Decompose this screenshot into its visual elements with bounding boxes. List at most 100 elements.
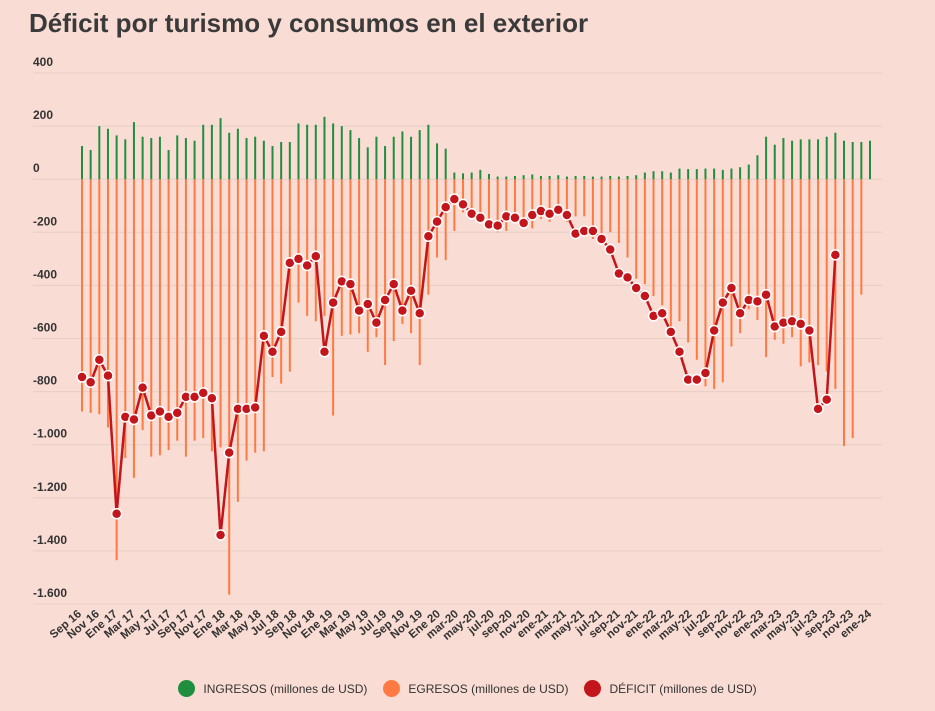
- ingresos-bar: [643, 172, 646, 180]
- egresos-bar: [150, 179, 153, 457]
- ingresos-bar: [202, 124, 205, 180]
- ingresos-bar: [557, 175, 560, 180]
- egresos-bar: [176, 179, 179, 441]
- egresos-bar: [358, 179, 361, 334]
- deficit-point: [206, 392, 218, 404]
- ingresos-bar: [869, 140, 871, 180]
- egresos-bar: [210, 179, 213, 452]
- egresos-bar: [713, 179, 716, 389]
- egresos-bar: [410, 179, 413, 334]
- ingresos-bar: [132, 122, 135, 180]
- egresos-bar: [124, 179, 127, 458]
- deficit-point: [760, 288, 772, 301]
- deficit-point: [491, 219, 504, 232]
- ingresos-bar: [522, 175, 525, 180]
- ingresos-bar: [401, 131, 404, 180]
- egresos-bar: [323, 179, 326, 316]
- deficit-point: [621, 271, 634, 284]
- legend-swatch-egresos: [383, 680, 401, 697]
- egresos-bar: [583, 179, 586, 217]
- ingresos-bar: [609, 176, 612, 180]
- egresos-bar: [271, 179, 274, 377]
- egresos-bar: [262, 179, 265, 452]
- deficit-point: [379, 294, 391, 306]
- ingresos-bar: [150, 138, 153, 180]
- egresos-bar: [280, 179, 283, 384]
- deficit-point: [310, 250, 322, 262]
- egresos-bar: [687, 179, 690, 343]
- egresos-bar: [635, 179, 638, 279]
- egresos-bar: [349, 179, 352, 335]
- egresos-bar: [89, 179, 92, 413]
- egresos-bar: [739, 179, 742, 334]
- deficit-point: [725, 282, 738, 294]
- deficit-point: [552, 203, 565, 216]
- deficit-point: [344, 278, 357, 290]
- deficit-point: [405, 284, 417, 297]
- ingresos-bar: [280, 142, 283, 180]
- ingresos-bar: [375, 136, 378, 180]
- deficit-point: [708, 324, 720, 337]
- deficit-point: [396, 304, 409, 317]
- egresos-bar: [791, 179, 794, 338]
- ingresos-bar: [851, 142, 854, 180]
- egresos-bar: [817, 179, 820, 366]
- egresos-bar: [773, 179, 776, 340]
- ingresos-bar: [513, 176, 516, 180]
- egresos-bar: [643, 179, 646, 285]
- ingresos-bar: [418, 130, 421, 180]
- ingresos-bar: [470, 172, 473, 180]
- egresos-bar: [228, 179, 231, 595]
- ingresos-bar: [721, 169, 724, 180]
- ingresos-bar: [158, 136, 161, 180]
- egresos-bar: [132, 179, 135, 478]
- legend-item-deficit: DÉFICIT (millones de USD): [584, 680, 757, 697]
- ingresos-bar: [288, 142, 291, 180]
- y-tick-label: -1.200: [33, 480, 67, 494]
- egresos-bar: [167, 179, 170, 451]
- egresos-bar: [825, 179, 828, 372]
- deficit-point: [665, 326, 677, 338]
- deficit-point: [448, 193, 461, 205]
- egresos-bar: [487, 179, 490, 224]
- deficit-point: [223, 446, 235, 459]
- egresos-bar: [340, 179, 343, 336]
- y-tick-label: 0: [33, 161, 40, 175]
- ingresos-bar: [747, 164, 750, 180]
- deficit-point: [318, 346, 331, 358]
- ingresos-bar: [825, 136, 828, 180]
- chart-svg: 400 200 0 -200 -400 -600 -800 -1.000 -1.200 -1.40…: [33, 55, 882, 643]
- ingresos-bar: [799, 139, 802, 180]
- egresos-bar: [609, 179, 612, 233]
- ingresos-bar: [427, 124, 430, 180]
- ingresos-bar: [574, 176, 577, 180]
- egresos-bar: [652, 179, 655, 297]
- egresos-bar: [219, 179, 222, 448]
- deficit-point: [517, 217, 530, 229]
- egresos-bar: [158, 179, 161, 456]
- deficit-point: [604, 243, 616, 256]
- ingresos-bar: [167, 149, 170, 180]
- deficit-point: [110, 507, 123, 520]
- y-tick-label: -1.400: [33, 533, 67, 547]
- egresos-bar: [600, 179, 603, 235]
- ingresos-bar: [236, 128, 239, 180]
- egresos-bar: [470, 179, 473, 210]
- deficit-point: [258, 330, 270, 342]
- egresos-bar: [236, 179, 239, 502]
- legend-swatch-deficit: [584, 680, 602, 697]
- egresos-bar: [851, 179, 854, 439]
- ingresos-bar: [193, 140, 196, 180]
- ingresos-bar: [462, 173, 465, 180]
- ingresos-bar: [695, 169, 698, 180]
- egresos-bar: [843, 179, 846, 447]
- deficit-point: [734, 307, 746, 320]
- egresos-bar: [678, 179, 681, 322]
- ingresos-bar: [496, 176, 499, 180]
- egresos-bar: [81, 179, 83, 412]
- egresos-bar: [756, 179, 759, 320]
- deficit-point: [639, 290, 651, 302]
- ingresos-bar: [635, 175, 638, 180]
- ingresos-bar: [617, 176, 620, 180]
- ingresos-bar: [436, 143, 439, 180]
